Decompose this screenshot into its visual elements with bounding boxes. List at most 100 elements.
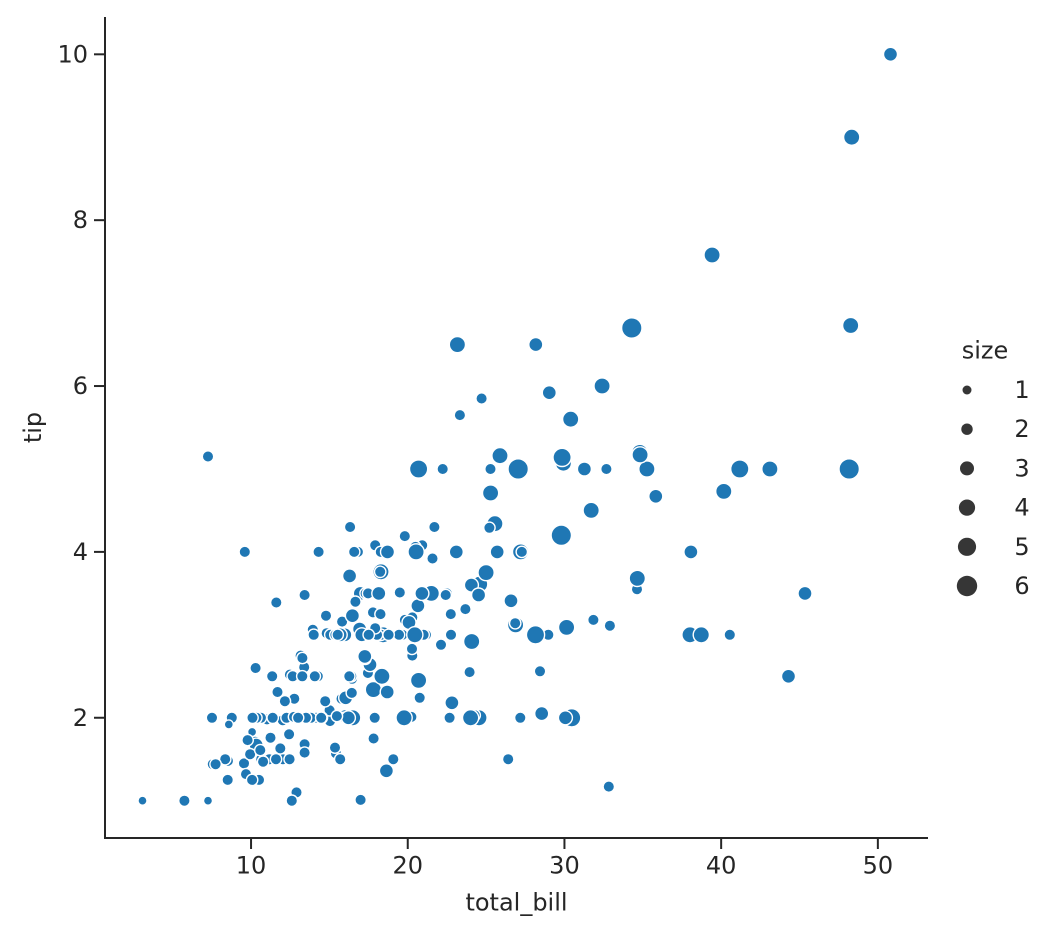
data-point — [246, 711, 259, 725]
data-point — [683, 544, 699, 560]
data-point — [436, 462, 450, 476]
data-point — [631, 446, 649, 464]
data-point — [241, 733, 255, 747]
data-point — [295, 669, 309, 683]
data-point — [582, 501, 601, 520]
legend-marker — [960, 461, 974, 476]
data-point — [330, 709, 344, 723]
x-tick-label: 10 — [236, 852, 267, 880]
data-point — [557, 710, 574, 726]
data-point — [295, 651, 309, 665]
data-point — [379, 544, 396, 560]
data-point — [477, 563, 495, 582]
y-tick-label: 2 — [73, 704, 88, 732]
data-point — [841, 316, 860, 335]
data-point — [341, 568, 358, 584]
x-axis-label: total_bill — [465, 889, 567, 917]
data-point — [331, 628, 345, 642]
data-point — [507, 458, 530, 480]
data-point — [444, 607, 458, 621]
data-point — [761, 460, 779, 478]
data-point — [638, 460, 656, 478]
data-point — [298, 588, 311, 602]
data-point — [342, 669, 356, 683]
data-point — [602, 780, 616, 793]
data-point — [448, 544, 464, 560]
data-point — [444, 628, 458, 642]
data-point — [368, 711, 382, 725]
legend-entry-label: 2 — [1014, 415, 1029, 443]
data-point — [283, 752, 296, 766]
data-point — [328, 741, 342, 754]
data-point — [461, 709, 480, 727]
data-point — [462, 632, 481, 651]
data-point — [620, 317, 643, 339]
x-tick-label: 30 — [549, 852, 580, 880]
data-point — [374, 607, 387, 621]
data-point — [373, 565, 387, 579]
data-point — [723, 628, 737, 642]
data-point — [307, 628, 321, 642]
legend-marker — [956, 575, 978, 597]
data-point — [209, 757, 223, 771]
data-point — [470, 587, 487, 603]
data-point — [308, 669, 322, 683]
data-point — [278, 694, 292, 708]
data-point — [137, 795, 148, 806]
legend-entry-label: 4 — [1014, 494, 1029, 522]
data-point — [648, 488, 664, 504]
data-point — [348, 595, 362, 609]
data-point — [448, 335, 467, 354]
data-point — [405, 642, 419, 656]
data-point — [285, 794, 299, 808]
x-tick-label: 40 — [706, 852, 737, 880]
data-point — [463, 665, 476, 679]
data-point — [344, 608, 361, 624]
y-tick-label: 10 — [57, 40, 88, 68]
legend-entry-label: 5 — [1014, 533, 1029, 561]
y-tick-label: 4 — [73, 538, 88, 566]
data-point — [508, 616, 522, 630]
x-tick-label: 20 — [392, 852, 423, 880]
data-point — [444, 695, 460, 711]
data-point — [414, 585, 430, 602]
data-point — [458, 602, 472, 616]
data-point — [413, 691, 427, 705]
data-point — [552, 447, 572, 468]
data-point — [205, 711, 219, 725]
data-point — [382, 628, 395, 642]
data-point — [482, 521, 496, 535]
data-point — [345, 686, 359, 700]
data-point — [343, 520, 357, 534]
data-point — [373, 667, 391, 686]
data-point — [354, 793, 367, 807]
data-point — [603, 619, 617, 633]
data-point — [238, 545, 252, 559]
y-axis: 2 4 6 8 10 — [57, 17, 106, 839]
data-point — [319, 609, 333, 623]
data-point — [515, 545, 529, 559]
data-point — [347, 545, 361, 559]
data-point — [528, 336, 544, 353]
data-point — [221, 773, 235, 787]
legend-entry-label: 6 — [1014, 572, 1029, 600]
data-point — [593, 377, 611, 395]
legend-marker — [962, 385, 972, 395]
legend-marker — [961, 423, 973, 435]
y-tick-label: 8 — [73, 206, 88, 234]
data-point — [357, 648, 373, 665]
data-point — [393, 586, 407, 599]
data-point — [312, 545, 325, 559]
points-layer — [137, 46, 899, 808]
data-point — [253, 743, 267, 757]
data-point — [269, 752, 283, 766]
legend-marker — [958, 499, 976, 516]
data-point — [503, 593, 519, 609]
data-point — [587, 613, 600, 627]
data-point — [408, 459, 429, 479]
data-point — [249, 661, 263, 675]
data-point — [398, 529, 412, 543]
data-point — [730, 459, 750, 479]
